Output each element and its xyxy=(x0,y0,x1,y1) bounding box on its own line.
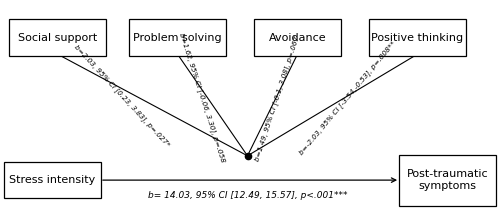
FancyBboxPatch shape xyxy=(254,19,341,56)
Text: b= 14.03, 95% CI [12.49, 15.57], p<.001***: b= 14.03, 95% CI [12.49, 15.57], p<.001*… xyxy=(148,191,347,200)
FancyBboxPatch shape xyxy=(9,19,106,56)
Text: Post-traumatic
symptoms: Post-traumatic symptoms xyxy=(406,169,488,191)
Text: Avoidance: Avoidance xyxy=(268,32,326,43)
FancyBboxPatch shape xyxy=(128,19,226,56)
Text: Problem solving: Problem solving xyxy=(133,32,222,43)
Text: Stress intensity: Stress intensity xyxy=(10,175,96,185)
FancyBboxPatch shape xyxy=(368,19,466,56)
FancyBboxPatch shape xyxy=(399,155,496,206)
Text: Positive thinking: Positive thinking xyxy=(372,32,464,43)
Text: b=2.03, 95% CI [0.23, 3.83], p=.027*: b=2.03, 95% CI [0.23, 3.83], p=.027* xyxy=(74,44,172,149)
Text: Social support: Social support xyxy=(18,32,97,43)
Text: b=-2.03, 95% CI [-3.54,-0.53], p=.008**: b=-2.03, 95% CI [-3.54,-0.53], p=.008** xyxy=(298,40,397,156)
FancyBboxPatch shape xyxy=(4,162,101,198)
Text: b=1.62, 95% CI [-0.06, 3.30], p=.058: b=1.62, 95% CI [-0.06, 3.30], p=.058 xyxy=(178,32,226,163)
Text: b=1.49, 95% CI [-0.1, 3.08], p=.067: b=1.49, 95% CI [-0.1, 3.08], p=.067 xyxy=(254,35,301,162)
